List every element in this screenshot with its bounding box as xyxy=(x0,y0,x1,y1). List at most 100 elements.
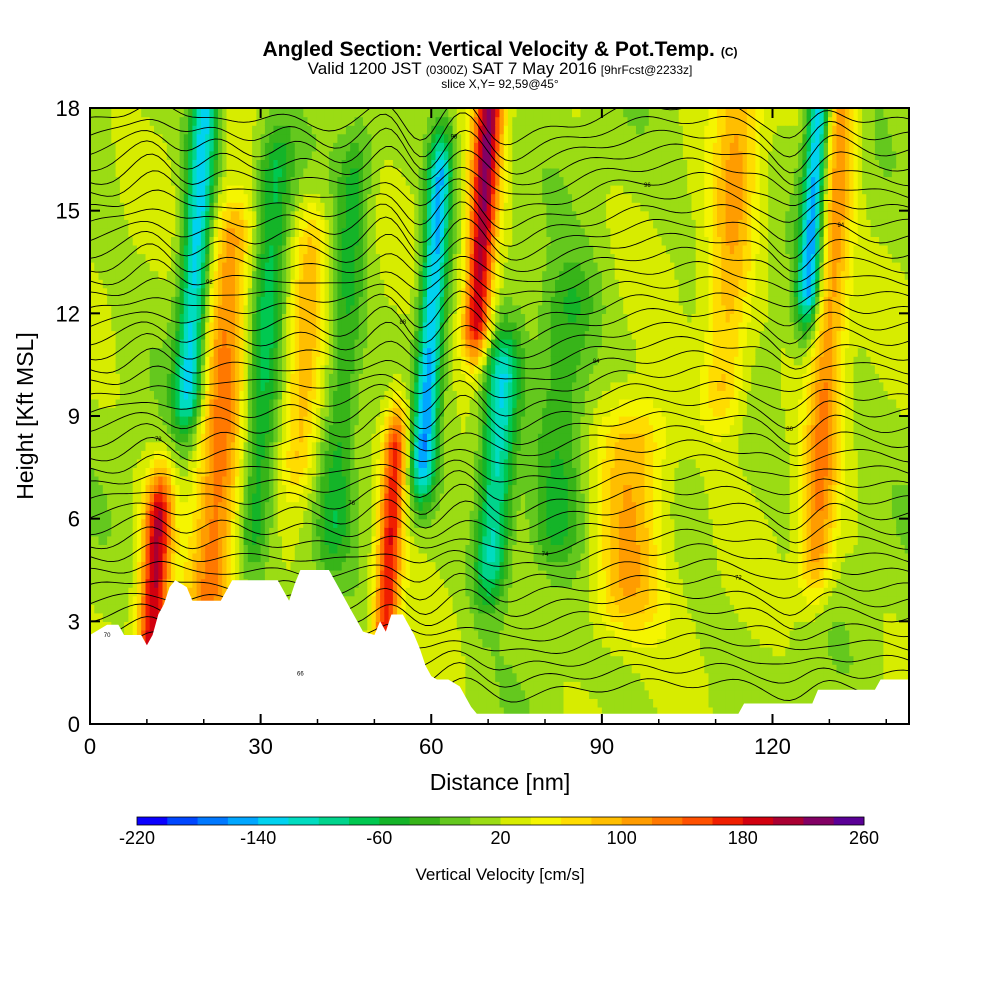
velocity-cell xyxy=(98,262,104,272)
velocity-cell xyxy=(132,125,138,135)
velocity-cell xyxy=(162,373,168,383)
velocity-cell xyxy=(256,544,262,554)
velocity-cell xyxy=(303,561,309,571)
velocity-cell xyxy=(175,441,181,451)
velocity-cell xyxy=(247,501,253,511)
velocity-cell xyxy=(149,321,155,332)
velocity-cell xyxy=(328,433,334,443)
velocity-cell xyxy=(119,219,125,229)
velocity-cell xyxy=(162,142,168,152)
velocity-cell xyxy=(124,262,129,272)
velocity-cell xyxy=(235,116,240,126)
velocity-cell xyxy=(235,407,240,417)
velocity-cell xyxy=(282,304,287,314)
velocity-cell xyxy=(358,167,364,178)
velocity-cell xyxy=(128,484,134,494)
velocity-cell xyxy=(136,441,142,451)
velocity-cell xyxy=(243,262,249,272)
velocity-cell xyxy=(380,236,385,246)
velocity-cell xyxy=(303,296,309,306)
velocity-cell xyxy=(316,407,321,417)
velocity-cell xyxy=(282,125,287,135)
velocity-cell xyxy=(162,287,168,297)
velocity-cell xyxy=(119,535,125,545)
velocity-cell xyxy=(371,373,377,383)
velocity-cell xyxy=(303,167,309,178)
velocity-cell xyxy=(243,356,249,366)
velocity-cell xyxy=(286,552,292,563)
velocity-cell xyxy=(311,441,317,451)
velocity-cell xyxy=(94,458,100,468)
velocity-cell xyxy=(107,441,112,451)
velocity-cell xyxy=(320,304,326,314)
velocity-cell xyxy=(282,167,287,178)
velocity-cell xyxy=(98,381,104,391)
velocity-cell xyxy=(94,570,100,580)
velocity-cell xyxy=(119,518,125,528)
velocity-cell xyxy=(209,356,215,366)
velocity-cell xyxy=(303,501,309,511)
velocity-cell xyxy=(341,304,347,314)
velocity-cell xyxy=(171,347,176,357)
velocity-cell xyxy=(247,373,253,383)
velocity-cell xyxy=(375,167,381,178)
velocity-cell xyxy=(188,535,193,545)
velocity-cell xyxy=(243,424,249,434)
velocity-cell xyxy=(277,510,283,520)
velocity-cell xyxy=(145,125,151,135)
velocity-cell xyxy=(294,108,300,118)
velocity-cell xyxy=(196,587,202,597)
velocity-cell xyxy=(145,604,151,614)
velocity-cell xyxy=(102,475,108,486)
velocity-cell xyxy=(209,493,215,503)
velocity-cell xyxy=(367,381,373,391)
velocity-cell xyxy=(200,510,206,520)
velocity-cell xyxy=(154,527,159,537)
velocity-cell xyxy=(149,484,155,494)
velocity-cell xyxy=(107,578,112,588)
velocity-cell xyxy=(213,227,219,237)
velocity-cell xyxy=(371,339,377,349)
velocity-cell xyxy=(141,339,147,349)
velocity-cell xyxy=(350,108,356,118)
velocity-cell xyxy=(367,176,373,186)
velocity-cell xyxy=(90,587,95,597)
velocity-cell xyxy=(162,227,168,237)
velocity-cell xyxy=(166,527,172,537)
velocity-cell xyxy=(119,612,125,622)
velocity-cell xyxy=(111,150,117,160)
velocity-cell xyxy=(380,612,385,622)
velocity-cell xyxy=(328,125,334,135)
velocity-cell xyxy=(175,202,181,212)
velocity-cell xyxy=(149,527,155,537)
velocity-cell xyxy=(350,518,356,528)
velocity-cell xyxy=(235,561,240,571)
velocity-cell xyxy=(320,458,326,468)
velocity-cell xyxy=(166,244,172,255)
velocity-cell xyxy=(149,219,155,229)
velocity-cell xyxy=(299,159,304,169)
velocity-cell xyxy=(209,116,215,126)
velocity-cell xyxy=(213,176,219,186)
velocity-cell xyxy=(311,535,317,545)
velocity-cell xyxy=(119,364,125,374)
velocity-cell xyxy=(111,501,117,511)
velocity-cell xyxy=(252,398,257,409)
velocity-cell xyxy=(154,253,159,263)
velocity-cell xyxy=(98,270,104,280)
velocity-cell xyxy=(358,552,364,563)
velocity-cell xyxy=(162,176,168,186)
velocity-cell xyxy=(380,347,385,357)
velocity-cell xyxy=(239,570,245,580)
velocity-cell xyxy=(358,227,364,237)
velocity-cell xyxy=(341,467,347,477)
velocity-cell xyxy=(111,390,117,400)
velocity-cell xyxy=(145,313,151,323)
velocity-cell xyxy=(102,185,108,195)
velocity-cell xyxy=(94,510,100,520)
velocity-cell xyxy=(196,595,202,605)
velocity-cell xyxy=(158,330,164,340)
velocity-cell xyxy=(260,279,266,289)
velocity-cell xyxy=(119,587,125,597)
velocity-cell xyxy=(179,535,185,545)
